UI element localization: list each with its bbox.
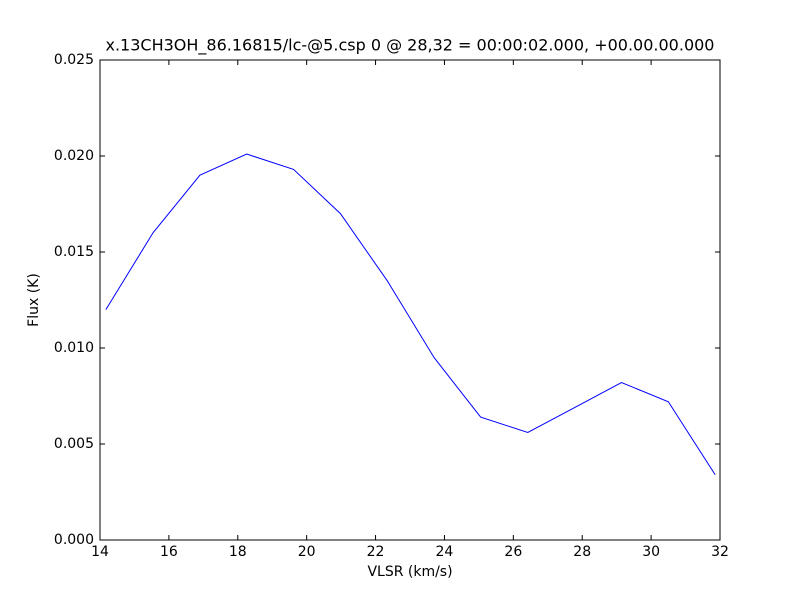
y-axis-label: Flux (K) bbox=[26, 273, 42, 327]
y-tick-label: 0.015 bbox=[54, 244, 94, 260]
data-line bbox=[105, 153, 716, 475]
x-tick-label: 20 bbox=[298, 544, 316, 560]
y-tick-label: 0.025 bbox=[54, 52, 94, 68]
x-tick-label: 14 bbox=[91, 544, 109, 560]
y-tick-label: 0.010 bbox=[54, 340, 94, 356]
x-axis-label: VLSR (km/s) bbox=[367, 564, 452, 580]
x-tick-label: 18 bbox=[229, 544, 247, 560]
x-tick-label: 22 bbox=[367, 544, 385, 560]
x-tick-label: 26 bbox=[504, 544, 522, 560]
chart-title: x.13CH3OH_86.16815/lc-@5.csp 0 @ 28,32 =… bbox=[106, 36, 715, 56]
y-tick-label: 0.000 bbox=[54, 532, 94, 548]
x-tick-label: 30 bbox=[642, 544, 660, 560]
x-tick-label: 16 bbox=[160, 544, 178, 560]
x-tick-label: 24 bbox=[436, 544, 454, 560]
y-tick-label: 0.020 bbox=[54, 148, 94, 164]
x-tick-label: 32 bbox=[711, 544, 729, 560]
x-tick-label: 28 bbox=[573, 544, 591, 560]
plot-frame bbox=[99, 59, 721, 541]
y-tick-label: 0.005 bbox=[54, 436, 94, 452]
